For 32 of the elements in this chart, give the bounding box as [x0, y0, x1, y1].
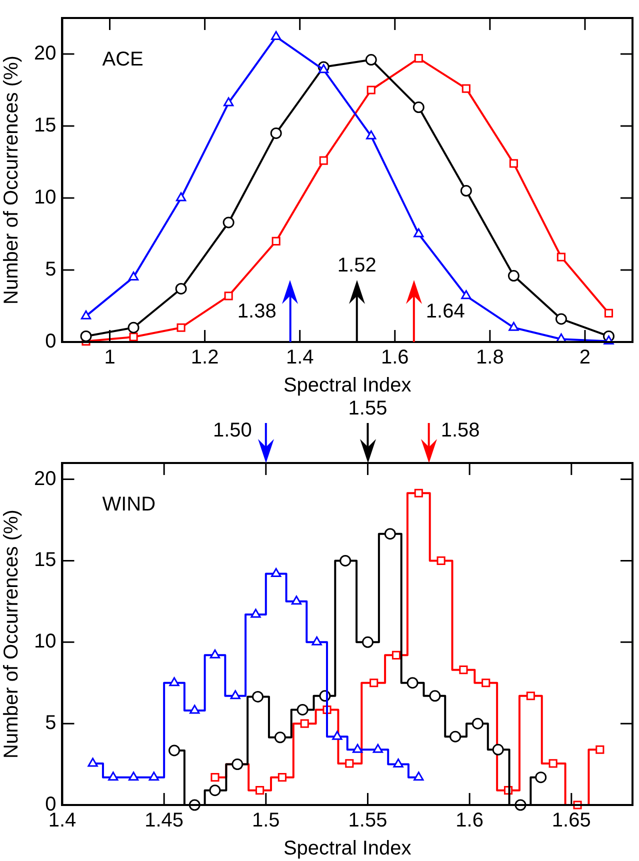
y-tick-label: 10	[34, 186, 56, 209]
ref-line-label: 1.38	[237, 300, 276, 323]
ref-line-label: 1.64	[426, 300, 465, 323]
ref-line-label: 1.55	[348, 398, 388, 420]
x-tick-label: 1.6	[456, 810, 484, 832]
text: ACE	[102, 48, 144, 71]
ref-line-label: 1.52	[337, 254, 376, 277]
y-tick-label: 15	[34, 549, 56, 572]
x-tick-label: 1.45	[144, 810, 184, 832]
y-tick-label: 5	[45, 712, 56, 734]
y-axis-title: Number of Occurrences (%)	[0, 510, 23, 758]
y-tick-label: 20	[34, 42, 56, 65]
x-tick-label: 1.4	[286, 346, 314, 369]
x-axis-title: Spectral Index	[283, 374, 412, 397]
y-axis-title: Number of Occurrences (%)	[0, 56, 23, 304]
y-tick-label: 15	[34, 114, 56, 137]
x-tick-label: 1.65	[552, 810, 591, 832]
x-tick-label: 1.5	[252, 810, 280, 832]
x-tick-label: 1.2	[190, 346, 219, 369]
x-tick-label: 1.8	[476, 346, 504, 369]
y-tick-label: 5	[45, 258, 56, 281]
y-tick-label: 20	[34, 468, 56, 490]
x-tick-label: 2	[579, 346, 591, 369]
y-tick-label: 0	[45, 330, 56, 353]
ref-line-label: 1.50	[212, 420, 252, 442]
ref-line-label: 1.58	[440, 420, 480, 442]
x-tick-label: 1.55	[348, 810, 388, 832]
y-tick-label: 10	[34, 630, 56, 653]
x-axis-title: Spectral Index	[283, 838, 412, 860]
text: WIND	[102, 494, 156, 516]
x-tick-label: 1.6	[380, 346, 409, 369]
x-tick-label: 1	[104, 346, 116, 369]
